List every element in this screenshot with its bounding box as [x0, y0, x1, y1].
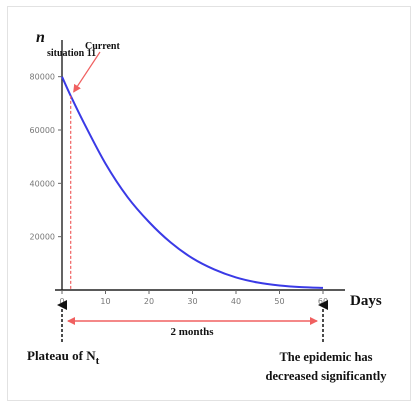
y-ticks: 20000 40000 60000 80000 [30, 73, 62, 242]
x-ticks: 0 10 20 30 40 50 60 [59, 290, 328, 306]
y-tick-label: 40000 [30, 179, 55, 188]
start-label: Plateau of Nt [27, 348, 100, 367]
x-axis-label: Days [350, 293, 382, 309]
series-line [61, 76, 324, 289]
x-tick-label: 60 [318, 297, 328, 306]
x-tick-label: 50 [274, 297, 284, 306]
chart-frame [7, 6, 411, 401]
period-label: 2 months [170, 326, 214, 338]
x-tick-label: 20 [144, 297, 154, 306]
y-tick-label: 80000 [30, 73, 55, 82]
y-axis-label-subscript: situation 11 [47, 48, 96, 59]
y-tick-label: 20000 [30, 233, 55, 242]
x-tick-label: 0 [59, 297, 64, 306]
x-tick-label: 10 [100, 297, 110, 306]
x-tick-label: 30 [187, 297, 197, 306]
current-arrow [73, 51, 101, 93]
start-label-main: Plateau of N [27, 348, 96, 363]
x-tick-label: 40 [231, 297, 241, 306]
start-label-subscript: t [96, 355, 100, 367]
end-label-line-1: The epidemic has [279, 350, 372, 364]
current-label: Current [85, 41, 120, 52]
y-tick-label: 60000 [30, 126, 55, 135]
end-label-line-2: decreased significantly [266, 369, 388, 383]
y-axis-label: n [36, 29, 45, 46]
